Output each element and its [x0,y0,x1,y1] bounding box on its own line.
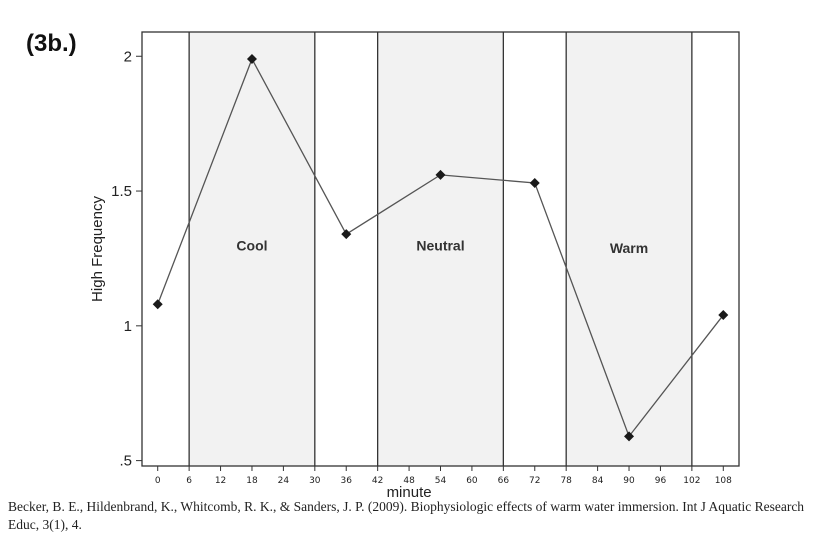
y-axis-title: High Frequency [89,196,106,302]
region-shade-cool [189,32,315,466]
x-tick-label: 60 [466,476,478,486]
y-tick-label: .5 [119,453,132,470]
x-tick-label: 90 [623,476,635,486]
panel-label: (3b.) [26,30,77,57]
region-shade-neutral [377,32,504,466]
x-tick-label: 36 [341,476,353,486]
x-tick-label: 96 [655,476,667,486]
y-tick-label: 1 [124,318,132,335]
x-tick-label: 48 [403,476,415,486]
region-label-cool: Cool [236,237,267,253]
x-tick-label: 78 [560,476,572,486]
x-tick-label: 30 [309,476,321,486]
x-axis: 0 6 12 18 24 30 36 42 48 54 60 66 72 78 84 90 96 102 108 [155,466,732,486]
x-tick-label: 6 [186,476,192,486]
x-tick-label: 84 [592,476,604,486]
x-tick-label: 72 [529,476,540,486]
data-series [152,53,729,442]
region-labels: Cool Neutral Warm [236,237,648,256]
x-tick-label: 24 [278,476,290,486]
citation-text: Becker, B. E., Hildenbrand, K., Whitcomb… [8,499,805,532]
data-point [435,169,446,180]
data-point [529,177,540,188]
data-point [624,431,635,442]
data-point [246,53,257,64]
y-tick-label: 1.5 [111,183,132,200]
divider-lines [188,32,693,466]
x-tick-label: 54 [435,476,447,486]
x-tick-label: 12 [215,476,226,486]
x-tick-label: 66 [498,476,510,486]
data-point [152,299,163,310]
region-label-neutral: Neutral [416,237,464,253]
x-tick-label: 102 [683,476,700,486]
region-shade-warm [566,32,692,466]
shaded-regions [189,32,692,466]
line-chart: .5 1 1.5 2 0 6 12 18 24 30 36 42 48 54 60 66 72 78 84 90 96… [89,31,740,500]
x-tick-label: 18 [246,476,258,486]
y-axis: .5 1 1.5 2 [111,48,142,470]
region-label-warm: Warm [610,240,648,256]
y-tick-label: 2 [124,48,132,65]
x-tick-label: 108 [715,476,732,486]
x-tick-label: 42 [372,476,383,486]
x-axis-title: minute [387,484,432,500]
x-tick-label: 0 [155,476,161,486]
data-point [718,310,729,321]
data-point [341,229,352,240]
